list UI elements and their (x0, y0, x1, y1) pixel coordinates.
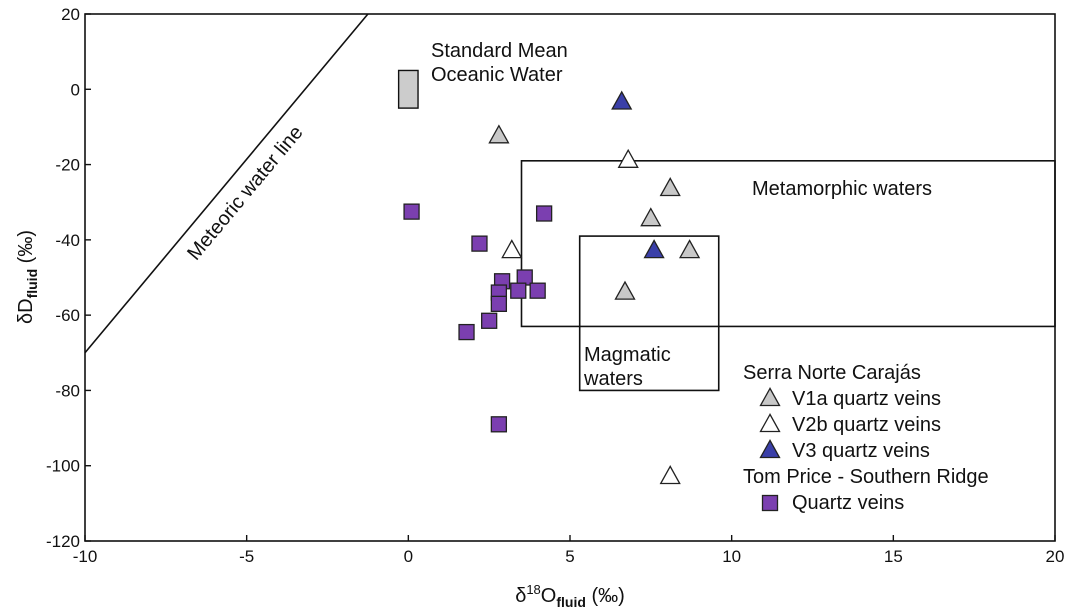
series-v2b (501, 148, 681, 485)
smow-label-line1: Standard Mean (431, 40, 568, 62)
metamorphic-field-label: Metamorphic waters (752, 178, 932, 200)
y-axis-title: δDfluid (‰) (15, 230, 40, 324)
ticks-layer: -10 -5 0 5 10 15 20 20 0 -20 -40 -60 -80 -100 -120 (46, 5, 1064, 566)
series-v1a (488, 124, 701, 300)
x-axis-title: δ18Ofluid (‰) (515, 582, 625, 610)
magmatic-field-label-line1: Magmatic (584, 344, 671, 366)
data-point-v1a (678, 239, 701, 259)
legend-marker-v2b (759, 413, 781, 433)
data-point-tp (471, 235, 488, 252)
data-point-v1a (488, 124, 510, 144)
legend-group-title-2: Tom Price - Southern Ridge (743, 466, 989, 488)
x-tick-label: -5 (239, 547, 254, 566)
smow-box (397, 69, 419, 109)
y-tick-label: -40 (55, 231, 80, 250)
meteoric-layer: Meteoric water line (84, 13, 369, 354)
axis-titles: δ18Ofluid (‰) δDfluid (‰) (15, 230, 625, 610)
legend-marker-v3 (759, 439, 781, 459)
x-tick-label: 20 (1046, 547, 1065, 566)
legend-label-v3: V3 quartz veins (792, 440, 930, 462)
x-tick-label: 5 (565, 547, 574, 566)
legend-label-tp: Quartz veins (792, 492, 904, 514)
series-tp (403, 203, 553, 433)
x-tick-label: 10 (722, 547, 741, 566)
x-tick-label: -10 (73, 547, 98, 566)
data-point-v2b (501, 239, 523, 259)
y-tick-label: -120 (46, 532, 80, 551)
data-point-tp (490, 295, 508, 313)
data-point-v1a (659, 177, 681, 197)
y-tick-label: -20 (55, 156, 80, 175)
y-tick-label: -80 (55, 381, 80, 400)
y-tick-label: 0 (71, 80, 80, 99)
magmatic-field-box (578, 235, 720, 392)
data-point-v2b (617, 148, 639, 168)
meteoric-water-line-label: Meteoric water line (183, 122, 307, 265)
legend-label-v1a: V1a quartz veins (792, 388, 941, 410)
data-point-v3 (643, 239, 665, 259)
data-point-tp (529, 282, 546, 299)
legend-group-title-1: Serra Norte Carajás (743, 362, 921, 384)
data-point-tp (481, 312, 498, 329)
data-point-tp (510, 282, 527, 299)
data-point-v2b (659, 465, 681, 485)
legend: Serra Norte Carajás V1a quartz veins V2b q… (743, 362, 989, 514)
x-tick-label: 15 (884, 547, 903, 566)
legend-label-v2b: V2b quartz veins (792, 414, 941, 436)
data-point-tp (535, 205, 553, 222)
y-tick-label: -60 (55, 306, 80, 325)
legend-marker-tp (761, 494, 779, 512)
magmatic-field-label-line2: waters (583, 368, 643, 390)
smow-label-line2: Oceanic Water (431, 64, 563, 86)
data-point-v3 (611, 90, 633, 110)
data-point-tp (490, 416, 508, 433)
y-tick-label: 20 (61, 5, 80, 24)
y-tick-label: -100 (46, 457, 80, 476)
data-point-v1a (614, 280, 636, 300)
meteoric-water-line (84, 13, 369, 354)
x-tick-label: 0 (404, 547, 413, 566)
legend-marker-v1a (759, 387, 781, 407)
data-point-tp (458, 323, 475, 341)
series-v3 (611, 90, 665, 259)
data-point-tp (403, 203, 420, 220)
data-point-v1a (640, 207, 662, 227)
points-layer (403, 90, 701, 485)
